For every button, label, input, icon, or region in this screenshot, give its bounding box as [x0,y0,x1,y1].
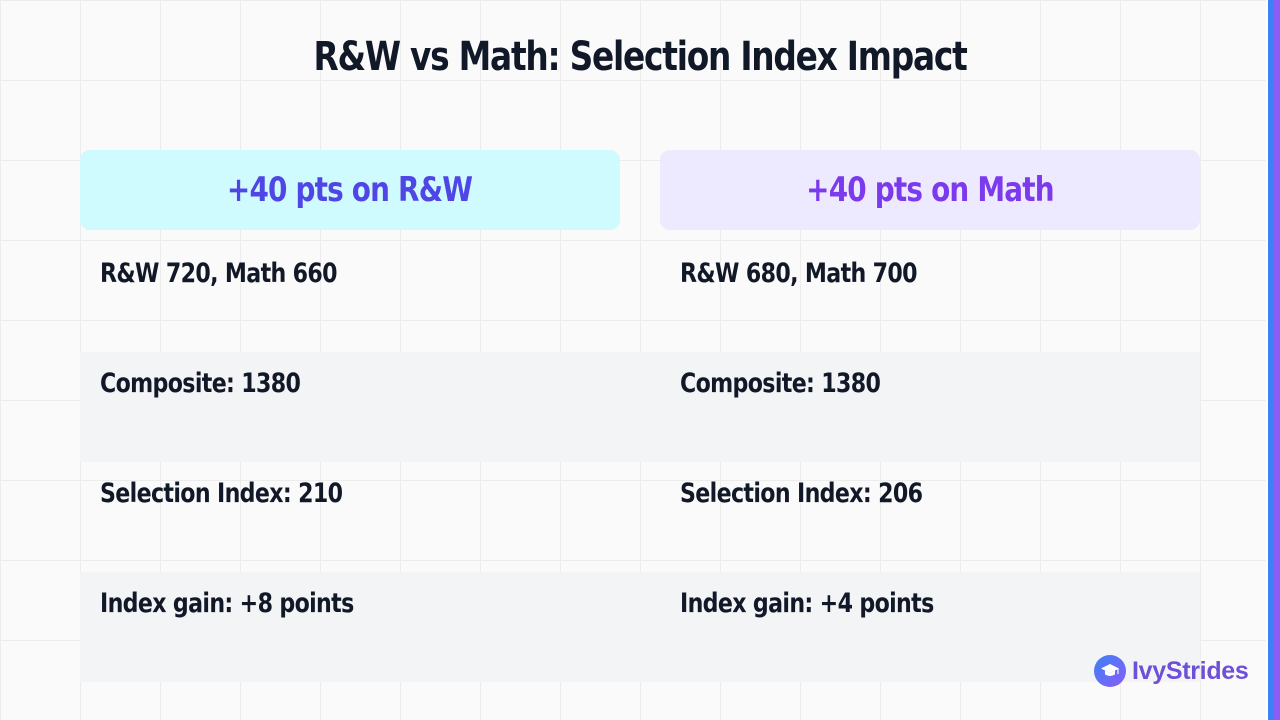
rw-column-header: +40 pts on R&W [80,150,620,230]
accent-edge-bar [1266,0,1280,720]
math-column-header-label: +40 pts on Math [806,170,1054,210]
row-band-index-gain [80,572,1200,682]
brand-logo: IvyStrides [1094,655,1249,687]
math-scores-cell: R&W 680, Math 700 [680,258,918,289]
rw-selection-index-cell: Selection Index: 210 [100,478,343,509]
math-index-gain-cell: Index gain: +4 points [680,588,934,619]
rw-scores-cell: R&W 720, Math 660 [100,258,338,289]
rw-column-header-label: +40 pts on R&W [227,170,473,210]
math-composite-cell: Composite: 1380 [680,368,881,399]
rw-index-gain-cell: Index gain: +8 points [100,588,354,619]
brand-name: IvyStrides [1132,656,1249,685]
math-selection-index-cell: Selection Index: 206 [680,478,923,509]
slide-title: R&W vs Math: Selection Index Impact [313,34,967,80]
math-column-header: +40 pts on Math [660,150,1200,230]
row-band-composite [80,352,1200,462]
graduation-cap-icon [1094,655,1126,687]
rw-composite-cell: Composite: 1380 [100,368,301,399]
